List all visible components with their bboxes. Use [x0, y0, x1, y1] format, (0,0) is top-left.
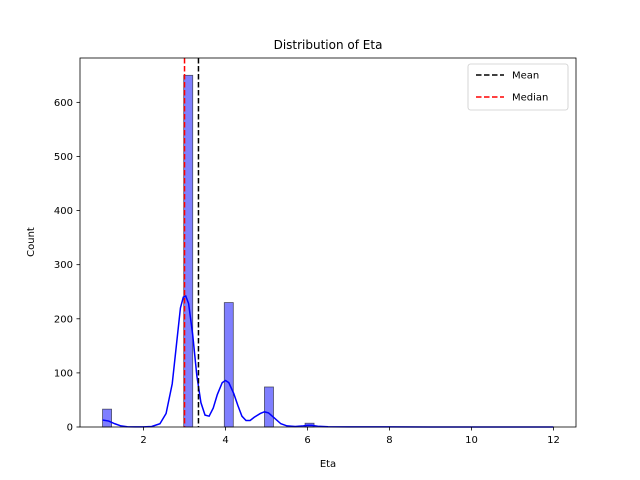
- y-tick-label-0: 0: [67, 423, 73, 434]
- x-tick-label-4: 4: [222, 435, 228, 446]
- y-tick-label-100: 100: [54, 368, 73, 379]
- chart-title: Distribution of Eta: [274, 38, 383, 52]
- x-tick-label-6: 6: [304, 435, 310, 446]
- plot-area: 2 4 6 8 10 12 0 100 200 300 400 500 600 Mean Median: [54, 57, 577, 446]
- axes-frame: [79, 57, 577, 428]
- x-tick-label-10: 10: [465, 435, 478, 446]
- y-tick-label-600: 600: [54, 98, 73, 109]
- y-tick-label-200: 200: [54, 314, 73, 325]
- y-tick-label-500: 500: [54, 152, 73, 163]
- x-tick-label-12: 12: [547, 435, 560, 446]
- legend-label-mean: Mean: [512, 71, 539, 82]
- histogram-bar-3: [264, 386, 274, 428]
- kde-curve: [102, 295, 554, 428]
- y-tick-label-300: 300: [54, 260, 73, 271]
- x-tick-label-8: 8: [386, 435, 392, 446]
- histogram-bar-0: [102, 408, 112, 428]
- histogram-bar-2: [223, 302, 234, 428]
- legend-label-median: Median: [512, 93, 548, 104]
- y-tick-label-400: 400: [54, 206, 73, 217]
- x-tick-label-2: 2: [140, 435, 146, 446]
- x-axis-label: Eta: [320, 459, 336, 470]
- y-axis-label: Count: [26, 227, 37, 257]
